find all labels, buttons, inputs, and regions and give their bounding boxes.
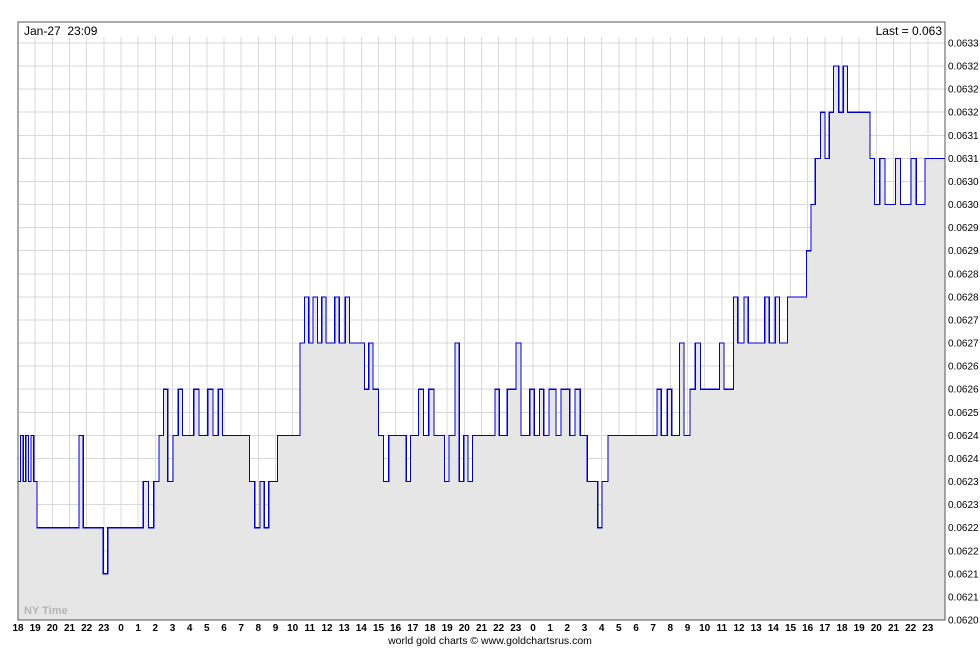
x-axis-label: 17: [407, 623, 419, 634]
y-axis-label: 0.0623: [948, 477, 979, 488]
x-axis-label: 16: [390, 623, 402, 634]
x-axis-label: 15: [785, 623, 797, 634]
x-axis-label: 11: [305, 623, 316, 634]
y-axis-label: 0.0629: [948, 246, 979, 257]
last-price-label: Last = 0.063: [875, 24, 942, 38]
ny-time-watermark: NY Time: [24, 605, 68, 617]
x-axis-label: 23: [98, 623, 110, 634]
x-axis-label: 20: [871, 623, 883, 634]
x-axis-label: 10: [287, 623, 299, 634]
y-axis-label: 0.0624: [948, 454, 979, 465]
x-axis-label: 9: [273, 623, 279, 634]
plot-border: [17, 21, 946, 621]
x-axis-label: 7: [238, 623, 244, 634]
x-axis-label: 13: [751, 623, 763, 634]
x-axis-label: 16: [802, 623, 814, 634]
x-axis-label: 5: [204, 623, 210, 634]
x-axis-label: 6: [633, 623, 639, 634]
y-axis-label: 0.0622: [948, 546, 979, 557]
x-axis-label: 1: [547, 623, 553, 634]
price-line: [18, 65, 945, 575]
y-axis-label: 0.0627: [948, 339, 979, 350]
x-axis-label: 14: [768, 623, 780, 634]
x-axis-label: 20: [459, 623, 471, 634]
x-axis-label: 8: [256, 623, 262, 634]
x-axis-label: 14: [356, 623, 368, 634]
x-axis-label: 1: [135, 623, 141, 634]
y-axis-label: 0.0626: [948, 362, 979, 373]
y-axis-label: 0.0632: [948, 85, 979, 96]
x-axis-label: 22: [905, 623, 917, 634]
y-axis-label: 0.0624: [948, 431, 979, 442]
timestamp-label: Jan-27 23:09: [24, 24, 98, 38]
x-axis-label: 17: [819, 623, 831, 634]
y-axis-label: 0.0631: [948, 131, 979, 142]
y-axis-label: 0.0633: [948, 39, 979, 50]
x-axis-label: 18: [836, 623, 848, 634]
x-axis-label: 6: [221, 623, 227, 634]
y-axis-label: 0.0630: [948, 200, 979, 211]
x-axis-label: 15: [373, 623, 385, 634]
x-axis-label: 9: [685, 623, 691, 634]
x-axis-label: 13: [339, 623, 351, 634]
y-axis-label: 0.0626: [948, 385, 979, 396]
x-axis-label: 3: [170, 623, 176, 634]
x-axis-label: 7: [650, 623, 656, 634]
y-axis-label: 0.0628: [948, 269, 979, 280]
y-axis-label: 0.0628: [948, 292, 979, 303]
y-axis-label: 0.0625: [948, 408, 979, 419]
x-axis-label: 23: [510, 623, 522, 634]
x-axis-label: 11: [717, 623, 728, 634]
x-axis-label: 0: [530, 623, 536, 634]
x-axis-label: 3: [582, 623, 588, 634]
y-axis-label: 0.0630: [948, 177, 979, 188]
x-axis-label: 21: [64, 623, 76, 634]
y-axis-label: 0.0631: [948, 154, 979, 165]
y-axis-label: 0.0620: [948, 616, 979, 627]
x-axis-label: 19: [30, 623, 42, 634]
y-axis-label: 0.0622: [948, 523, 979, 534]
y-axis-label: 0.0629: [948, 223, 979, 234]
y-axis-label: 0.0632: [948, 108, 979, 119]
x-axis-label: 18: [12, 623, 24, 634]
x-axis-label: 21: [476, 623, 488, 634]
footer-credit: world gold charts © www.goldchartsrus.co…: [388, 635, 592, 647]
x-axis-label: 10: [699, 623, 711, 634]
x-axis-label: 18: [424, 623, 436, 634]
x-axis-label: 4: [187, 623, 193, 634]
x-axis-label: 20: [47, 623, 59, 634]
y-axis-label: 0.0623: [948, 500, 979, 511]
x-axis-label: 2: [565, 623, 571, 634]
x-axis-label: 2: [153, 623, 159, 634]
x-axis-label: 5: [616, 623, 622, 634]
x-axis-label: 22: [493, 623, 505, 634]
y-axis-label: 0.0621: [948, 569, 979, 580]
x-axis-label: 22: [81, 623, 93, 634]
y-axis-label: 0.0632: [948, 62, 979, 73]
x-axis-label: 23: [922, 623, 934, 634]
y-axis-label: 0.0621: [948, 592, 979, 603]
x-axis-label: 21: [888, 623, 900, 634]
x-axis-label: 4: [599, 623, 605, 634]
x-axis-label: 12: [733, 623, 745, 634]
x-axis-label: 19: [854, 623, 866, 634]
x-axis-label: 0: [118, 623, 124, 634]
y-axis-label: 0.0627: [948, 316, 979, 327]
x-axis-label: 12: [321, 623, 333, 634]
x-axis-label: 8: [668, 623, 674, 634]
x-axis-label: 19: [442, 623, 454, 634]
